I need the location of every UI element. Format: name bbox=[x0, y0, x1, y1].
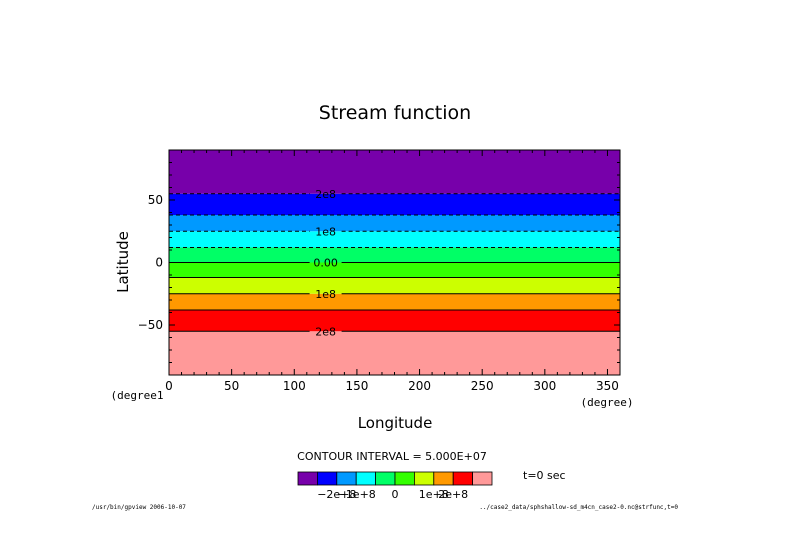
y-unit-label: (degree1 bbox=[111, 389, 164, 402]
contour-band bbox=[169, 293, 620, 310]
x-tick-label: 0 bbox=[165, 379, 173, 393]
axis-ticks bbox=[168, 150, 621, 375]
x-tick-label: 100 bbox=[283, 379, 306, 393]
contour-band bbox=[169, 193, 620, 215]
contour-interval-text: CONTOUR INTERVAL = 5.000E+07 bbox=[297, 450, 487, 463]
x-tick-label: 250 bbox=[471, 379, 494, 393]
contour-label: 1e8 bbox=[315, 225, 336, 238]
contour-label: 1e8 bbox=[315, 288, 336, 301]
contour-lines bbox=[169, 193, 620, 332]
y-tick-labels: −50 0 50 bbox=[138, 193, 163, 332]
footer-right: ../case2_data/sphshallow-sd_m4cn_case2-0… bbox=[479, 504, 678, 511]
chart-title: Stream function bbox=[319, 102, 471, 124]
y-axis-label: Latitude bbox=[114, 231, 132, 293]
legend-label: −1e+8 bbox=[337, 488, 376, 501]
contour-band bbox=[169, 262, 620, 278]
contour-band bbox=[169, 277, 620, 294]
contour-label: 2e8 bbox=[315, 188, 336, 201]
x-tick-label: 50 bbox=[224, 379, 239, 393]
legend-swatch bbox=[433, 471, 454, 486]
legend-swatch bbox=[394, 471, 415, 486]
contour-band bbox=[169, 247, 620, 263]
legend-swatch bbox=[413, 471, 435, 486]
y-tick-label: 50 bbox=[148, 193, 163, 207]
y-tick-label: −50 bbox=[138, 318, 163, 332]
contour-band bbox=[169, 310, 620, 332]
contour-band bbox=[169, 215, 620, 232]
footer-left: /usr/bin/gpview 2006-10-07 bbox=[92, 504, 186, 511]
color-legend-labels: −2e+8−1e+8 0 1e+82e+8 bbox=[317, 488, 468, 501]
legend-label: −2e+8 bbox=[317, 488, 356, 501]
contour-bands bbox=[169, 150, 620, 375]
x-tick-label: 150 bbox=[345, 379, 368, 393]
legend-swatch bbox=[452, 471, 474, 486]
contour-band bbox=[169, 231, 620, 248]
legend-label: 0 bbox=[392, 488, 399, 501]
legend-swatch bbox=[375, 471, 396, 486]
legend-label: 2e+8 bbox=[438, 488, 468, 501]
legend-swatch bbox=[297, 471, 318, 486]
contour-label: 0.00 bbox=[313, 257, 338, 270]
time-label: t=0 sec bbox=[523, 469, 566, 482]
legend-swatch bbox=[355, 471, 377, 486]
x-tick-label: 200 bbox=[408, 379, 431, 393]
contour-label: 2e8 bbox=[315, 325, 336, 338]
x-tick-labels: 0 50 100 150 200 250 300 350 bbox=[165, 379, 619, 393]
legend-label: 1e+8 bbox=[419, 488, 449, 501]
contour-labels: 2e8 1e8 0.00 1e8 2e8 bbox=[313, 188, 338, 339]
legend-swatch bbox=[316, 471, 338, 486]
legend-swatch bbox=[472, 471, 493, 486]
contour-band bbox=[169, 331, 620, 375]
contour-band bbox=[169, 150, 620, 194]
color-legend bbox=[297, 471, 493, 486]
x-unit-label: (degree) bbox=[581, 396, 634, 409]
x-tick-label: 300 bbox=[533, 379, 556, 393]
y-tick-label: 0 bbox=[155, 256, 163, 270]
legend-swatch bbox=[336, 471, 357, 486]
x-axis-label: Longitude bbox=[358, 414, 433, 432]
x-tick-label: 350 bbox=[596, 379, 619, 393]
